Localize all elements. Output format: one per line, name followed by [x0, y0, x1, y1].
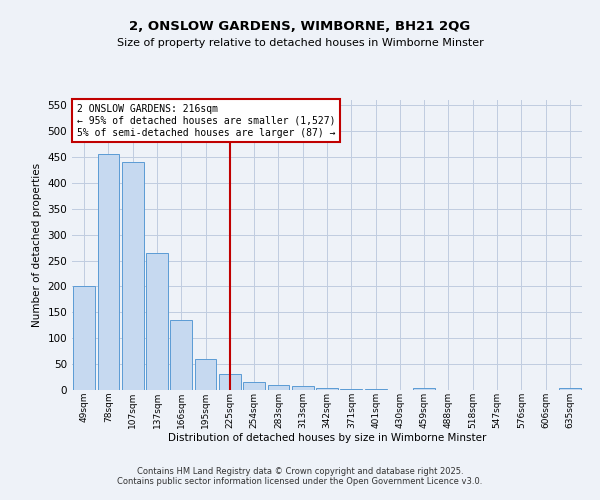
Text: Size of property relative to detached houses in Wimborne Minster: Size of property relative to detached ho… [116, 38, 484, 48]
Bar [146, 253, 168, 390]
Bar [219, 374, 241, 390]
Text: 2 ONSLOW GARDENS: 216sqm
← 95% of detached houses are smaller (1,527)
5% of semi: 2 ONSLOW GARDENS: 216sqm ← 95% of detach… [77, 104, 335, 138]
Bar [170, 320, 192, 390]
Bar [122, 162, 143, 390]
Text: 2, ONSLOW GARDENS, WIMBORNE, BH21 2QG: 2, ONSLOW GARDENS, WIMBORNE, BH21 2QG [130, 20, 470, 33]
Bar [268, 385, 289, 390]
Bar [340, 389, 362, 390]
Bar [194, 359, 217, 390]
Bar [97, 154, 119, 390]
X-axis label: Distribution of detached houses by size in Wimborne Minster: Distribution of detached houses by size … [168, 434, 486, 444]
Bar [316, 388, 338, 390]
Bar [559, 388, 581, 390]
Text: Contains HM Land Registry data © Crown copyright and database right 2025.: Contains HM Land Registry data © Crown c… [137, 468, 463, 476]
Y-axis label: Number of detached properties: Number of detached properties [32, 163, 42, 327]
Bar [292, 386, 314, 390]
Bar [413, 388, 435, 390]
Text: Contains public sector information licensed under the Open Government Licence v3: Contains public sector information licen… [118, 478, 482, 486]
Bar [73, 286, 95, 390]
Bar [243, 382, 265, 390]
